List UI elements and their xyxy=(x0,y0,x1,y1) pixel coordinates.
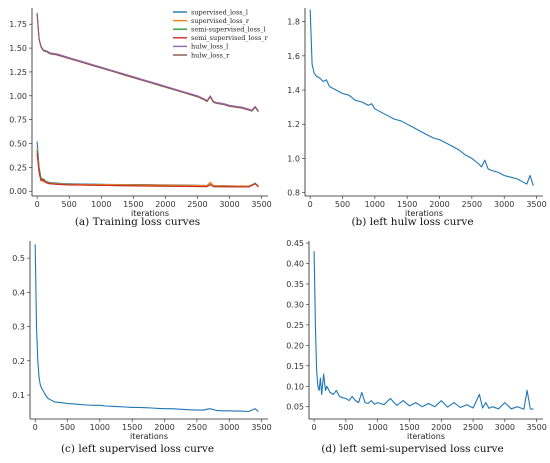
legend-entry: semi-supervised_loss_l xyxy=(191,26,266,34)
legend-entry: supervised_loss_l xyxy=(191,8,248,16)
series-line-supervised_loss_l xyxy=(36,141,259,187)
x-tick-label: 1500 xyxy=(122,423,142,432)
series-line-semi-supervised_loss_l xyxy=(36,150,259,188)
y-tick-label: 1.75 xyxy=(9,20,27,29)
y-tick-label: 0.20 xyxy=(286,341,304,350)
x-tick-label: 3500 xyxy=(251,423,271,432)
legend-entry: semi_supervised_loss_r xyxy=(191,34,269,42)
y-tick-label: 1.8 xyxy=(287,18,300,27)
y-tick-label: 0.40 xyxy=(286,260,304,269)
x-axis-label: iterations xyxy=(405,209,443,218)
y-tick-label: 1.0 xyxy=(287,154,300,163)
series-line-series-0 xyxy=(34,244,259,413)
y-tick-label: 0.2 xyxy=(12,357,25,366)
x-tick-label: 0 xyxy=(33,423,38,432)
x-tick-label: 2500 xyxy=(462,200,482,209)
y-tick-label: 1.4 xyxy=(287,86,300,95)
y-tick-label: 0.75 xyxy=(9,116,27,125)
chart-panel-a: 0 500 1000 1500 2000 2500 3000 3500 0.00 0.25 0.50… xyxy=(0,0,275,235)
x-tick-label: 3000 xyxy=(219,423,239,432)
y-tick-label: 0.25 xyxy=(9,163,27,172)
x-axis-label: iterations xyxy=(130,432,168,441)
x-tick-label: 3500 xyxy=(251,200,271,209)
y-tick-label: 0.1 xyxy=(12,391,25,400)
series-line-series-0 xyxy=(309,9,534,186)
x-tick-label: 500 xyxy=(338,423,353,432)
y-tick-label: 0.8 xyxy=(287,189,300,198)
x-tick-label: 3500 xyxy=(526,423,546,432)
x-tick-label: 3000 xyxy=(494,200,514,209)
y-tick-label: 0.00 xyxy=(9,187,27,196)
chart-left-semi-supervised-loss: 0 500 1000 1500 2000 2500 3000 3500 0.05 0.10 0.15… xyxy=(286,239,547,441)
y-tick-label: 0.35 xyxy=(286,280,304,289)
caption-a: (a) Training loss curves xyxy=(74,216,201,228)
y-tick-label: 1.6 xyxy=(287,52,300,61)
x-tick-label: 2500 xyxy=(187,423,207,432)
x-tick-label: 1000 xyxy=(90,423,110,432)
legend-entry: supervised_loss_r xyxy=(191,17,250,25)
x-tick-label: 2000 xyxy=(155,200,175,209)
x-tick-label: 1500 xyxy=(399,423,419,432)
series-line-hulw_loss_r xyxy=(36,13,259,113)
x-axis-label: iterations xyxy=(131,209,169,218)
chart-panel-c: 0 500 1000 1500 2000 2500 3000 3500 0.1 0.2 0.3 0.4… xyxy=(0,235,275,463)
x-tick-label: 500 xyxy=(335,200,350,209)
y-tick-label: 0.4 xyxy=(12,288,25,297)
x-tick-label: 0 xyxy=(35,200,40,209)
y-tick-label: 0.10 xyxy=(286,382,304,391)
chart-panel-b: 0 500 1000 1500 2000 2500 3000 3500 0.8 1.0 1.2 1.4… xyxy=(275,0,550,235)
chart-panel-d: 0 500 1000 1500 2000 2500 3000 3500 0.05 0.10 0.15… xyxy=(275,235,550,463)
x-tick-label: 2000 xyxy=(429,200,449,209)
x-tick-label: 1500 xyxy=(123,200,143,209)
y-tick-label: 0.45 xyxy=(286,239,304,248)
y-tick-label: 1.25 xyxy=(9,68,27,77)
x-tick-label: 1500 xyxy=(397,200,417,209)
y-tick-label: 0.50 xyxy=(9,140,27,149)
legend-entry: hulw_loss_r xyxy=(191,51,230,59)
x-tick-label: 1000 xyxy=(365,200,385,209)
y-tick-label: 0.30 xyxy=(286,300,304,309)
x-tick-label: 500 xyxy=(60,423,75,432)
y-tick-label: 0.25 xyxy=(286,321,304,330)
y-tick-label: 1.50 xyxy=(9,44,27,53)
chart-left-hulw-loss: 0 500 1000 1500 2000 2500 3000 3500 0.8 1.0 1.2 1.4… xyxy=(287,8,547,218)
x-tick-label: 3000 xyxy=(219,200,239,209)
x-tick-label: 0 xyxy=(312,423,317,432)
series-line-supervised_loss_r xyxy=(36,148,259,187)
x-tick-label: 2500 xyxy=(463,423,483,432)
legend-entry: hulw_loss_l xyxy=(191,43,228,51)
caption-b: (b) left hulw loss curve xyxy=(351,216,474,228)
x-tick-label: 2500 xyxy=(187,200,207,209)
chart-left-supervised-loss: 0 500 1000 1500 2000 2500 3000 3500 0.1 0.2 0.3 0.4… xyxy=(12,241,272,441)
caption-c: (c) left supervised loss curve xyxy=(60,443,215,455)
x-tick-label: 0 xyxy=(308,200,313,209)
series-line-series-0 xyxy=(313,251,534,410)
x-tick-label: 500 xyxy=(62,200,77,209)
y-tick-label: 0.3 xyxy=(12,323,25,332)
y-tick-label: 1.2 xyxy=(287,120,300,129)
x-tick-label: 1000 xyxy=(367,423,387,432)
x-tick-label: 2000 xyxy=(431,423,451,432)
series-line-semi_supervised_loss_r xyxy=(36,153,259,188)
caption-d: (d) left semi-supervised loss curve xyxy=(321,443,504,455)
x-tick-label: 3500 xyxy=(526,200,546,209)
y-tick-label: 0.5 xyxy=(12,254,25,263)
y-tick-label: 1.00 xyxy=(9,92,27,101)
x-tick-label: 3000 xyxy=(495,423,515,432)
chart-training-loss: 0 500 1000 1500 2000 2500 3000 3500 0.00 0.25 0.50… xyxy=(9,8,272,218)
x-axis-label: iterations xyxy=(407,432,445,441)
y-tick-label: 0.05 xyxy=(286,403,304,412)
x-tick-label: 2000 xyxy=(154,423,174,432)
x-tick-label: 1000 xyxy=(91,200,111,209)
y-tick-label: 0.15 xyxy=(286,362,304,371)
series-line-hulw_loss_l xyxy=(36,12,259,112)
